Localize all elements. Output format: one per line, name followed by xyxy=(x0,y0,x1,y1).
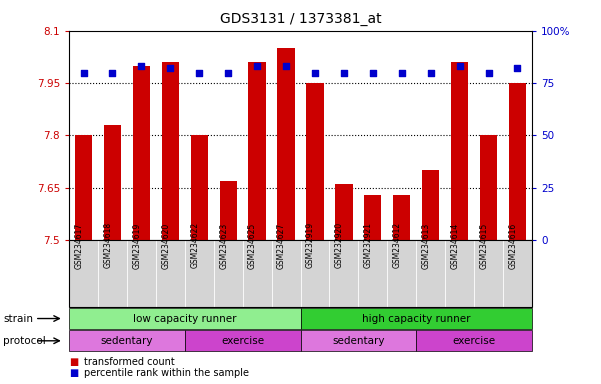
Text: exercise: exercise xyxy=(453,336,496,346)
Point xyxy=(281,63,291,70)
Text: GSM232919: GSM232919 xyxy=(306,222,315,268)
Point xyxy=(108,70,117,76)
Bar xyxy=(75,136,93,240)
Text: GSM234615: GSM234615 xyxy=(480,222,489,268)
Point xyxy=(195,70,204,76)
Point xyxy=(252,63,262,70)
Text: exercise: exercise xyxy=(221,336,264,346)
Text: GSM234618: GSM234618 xyxy=(103,222,112,268)
Point xyxy=(165,65,175,71)
Bar xyxy=(393,195,410,240)
Text: GSM234627: GSM234627 xyxy=(277,222,286,268)
Point xyxy=(368,70,377,76)
Point xyxy=(136,63,146,70)
Text: sedentary: sedentary xyxy=(332,336,385,346)
Point xyxy=(397,70,406,76)
Text: GSM234619: GSM234619 xyxy=(132,222,141,268)
Bar xyxy=(451,62,468,240)
Bar xyxy=(422,170,439,240)
Text: percentile rank within the sample: percentile rank within the sample xyxy=(84,368,249,379)
Bar xyxy=(307,83,324,240)
Text: GSM234620: GSM234620 xyxy=(161,222,170,268)
Text: GSM234616: GSM234616 xyxy=(508,222,517,268)
Point xyxy=(426,70,436,76)
Point xyxy=(484,70,493,76)
Bar xyxy=(133,66,150,240)
Bar xyxy=(364,195,382,240)
Point xyxy=(310,70,320,76)
Bar xyxy=(248,62,266,240)
Text: GSM234612: GSM234612 xyxy=(392,222,401,268)
Text: ■: ■ xyxy=(69,357,78,367)
Bar xyxy=(191,136,208,240)
Text: GSM234623: GSM234623 xyxy=(219,222,228,268)
Point xyxy=(513,65,522,71)
Text: GSM234625: GSM234625 xyxy=(248,222,257,268)
Text: high capacity runner: high capacity runner xyxy=(362,313,471,324)
Bar xyxy=(277,48,294,240)
Text: GSM232921: GSM232921 xyxy=(364,222,373,268)
Bar xyxy=(104,125,121,240)
Text: GSM234613: GSM234613 xyxy=(422,222,431,268)
Bar xyxy=(480,136,497,240)
Point xyxy=(339,70,349,76)
Text: GSM234614: GSM234614 xyxy=(451,222,460,268)
Text: ■: ■ xyxy=(69,368,78,379)
Bar xyxy=(335,184,353,240)
Text: sedentary: sedentary xyxy=(101,336,153,346)
Bar xyxy=(219,181,237,240)
Point xyxy=(455,63,465,70)
Bar xyxy=(162,62,179,240)
Bar xyxy=(508,83,526,240)
Text: GSM232920: GSM232920 xyxy=(335,222,344,268)
Text: GSM234617: GSM234617 xyxy=(75,222,84,268)
Text: protocol: protocol xyxy=(3,336,46,346)
Text: strain: strain xyxy=(3,313,33,324)
Text: low capacity runner: low capacity runner xyxy=(133,313,237,324)
Text: GDS3131 / 1373381_at: GDS3131 / 1373381_at xyxy=(220,12,381,25)
Point xyxy=(79,70,88,76)
Text: GSM234622: GSM234622 xyxy=(191,222,200,268)
Text: transformed count: transformed count xyxy=(84,357,175,367)
Point xyxy=(224,70,233,76)
